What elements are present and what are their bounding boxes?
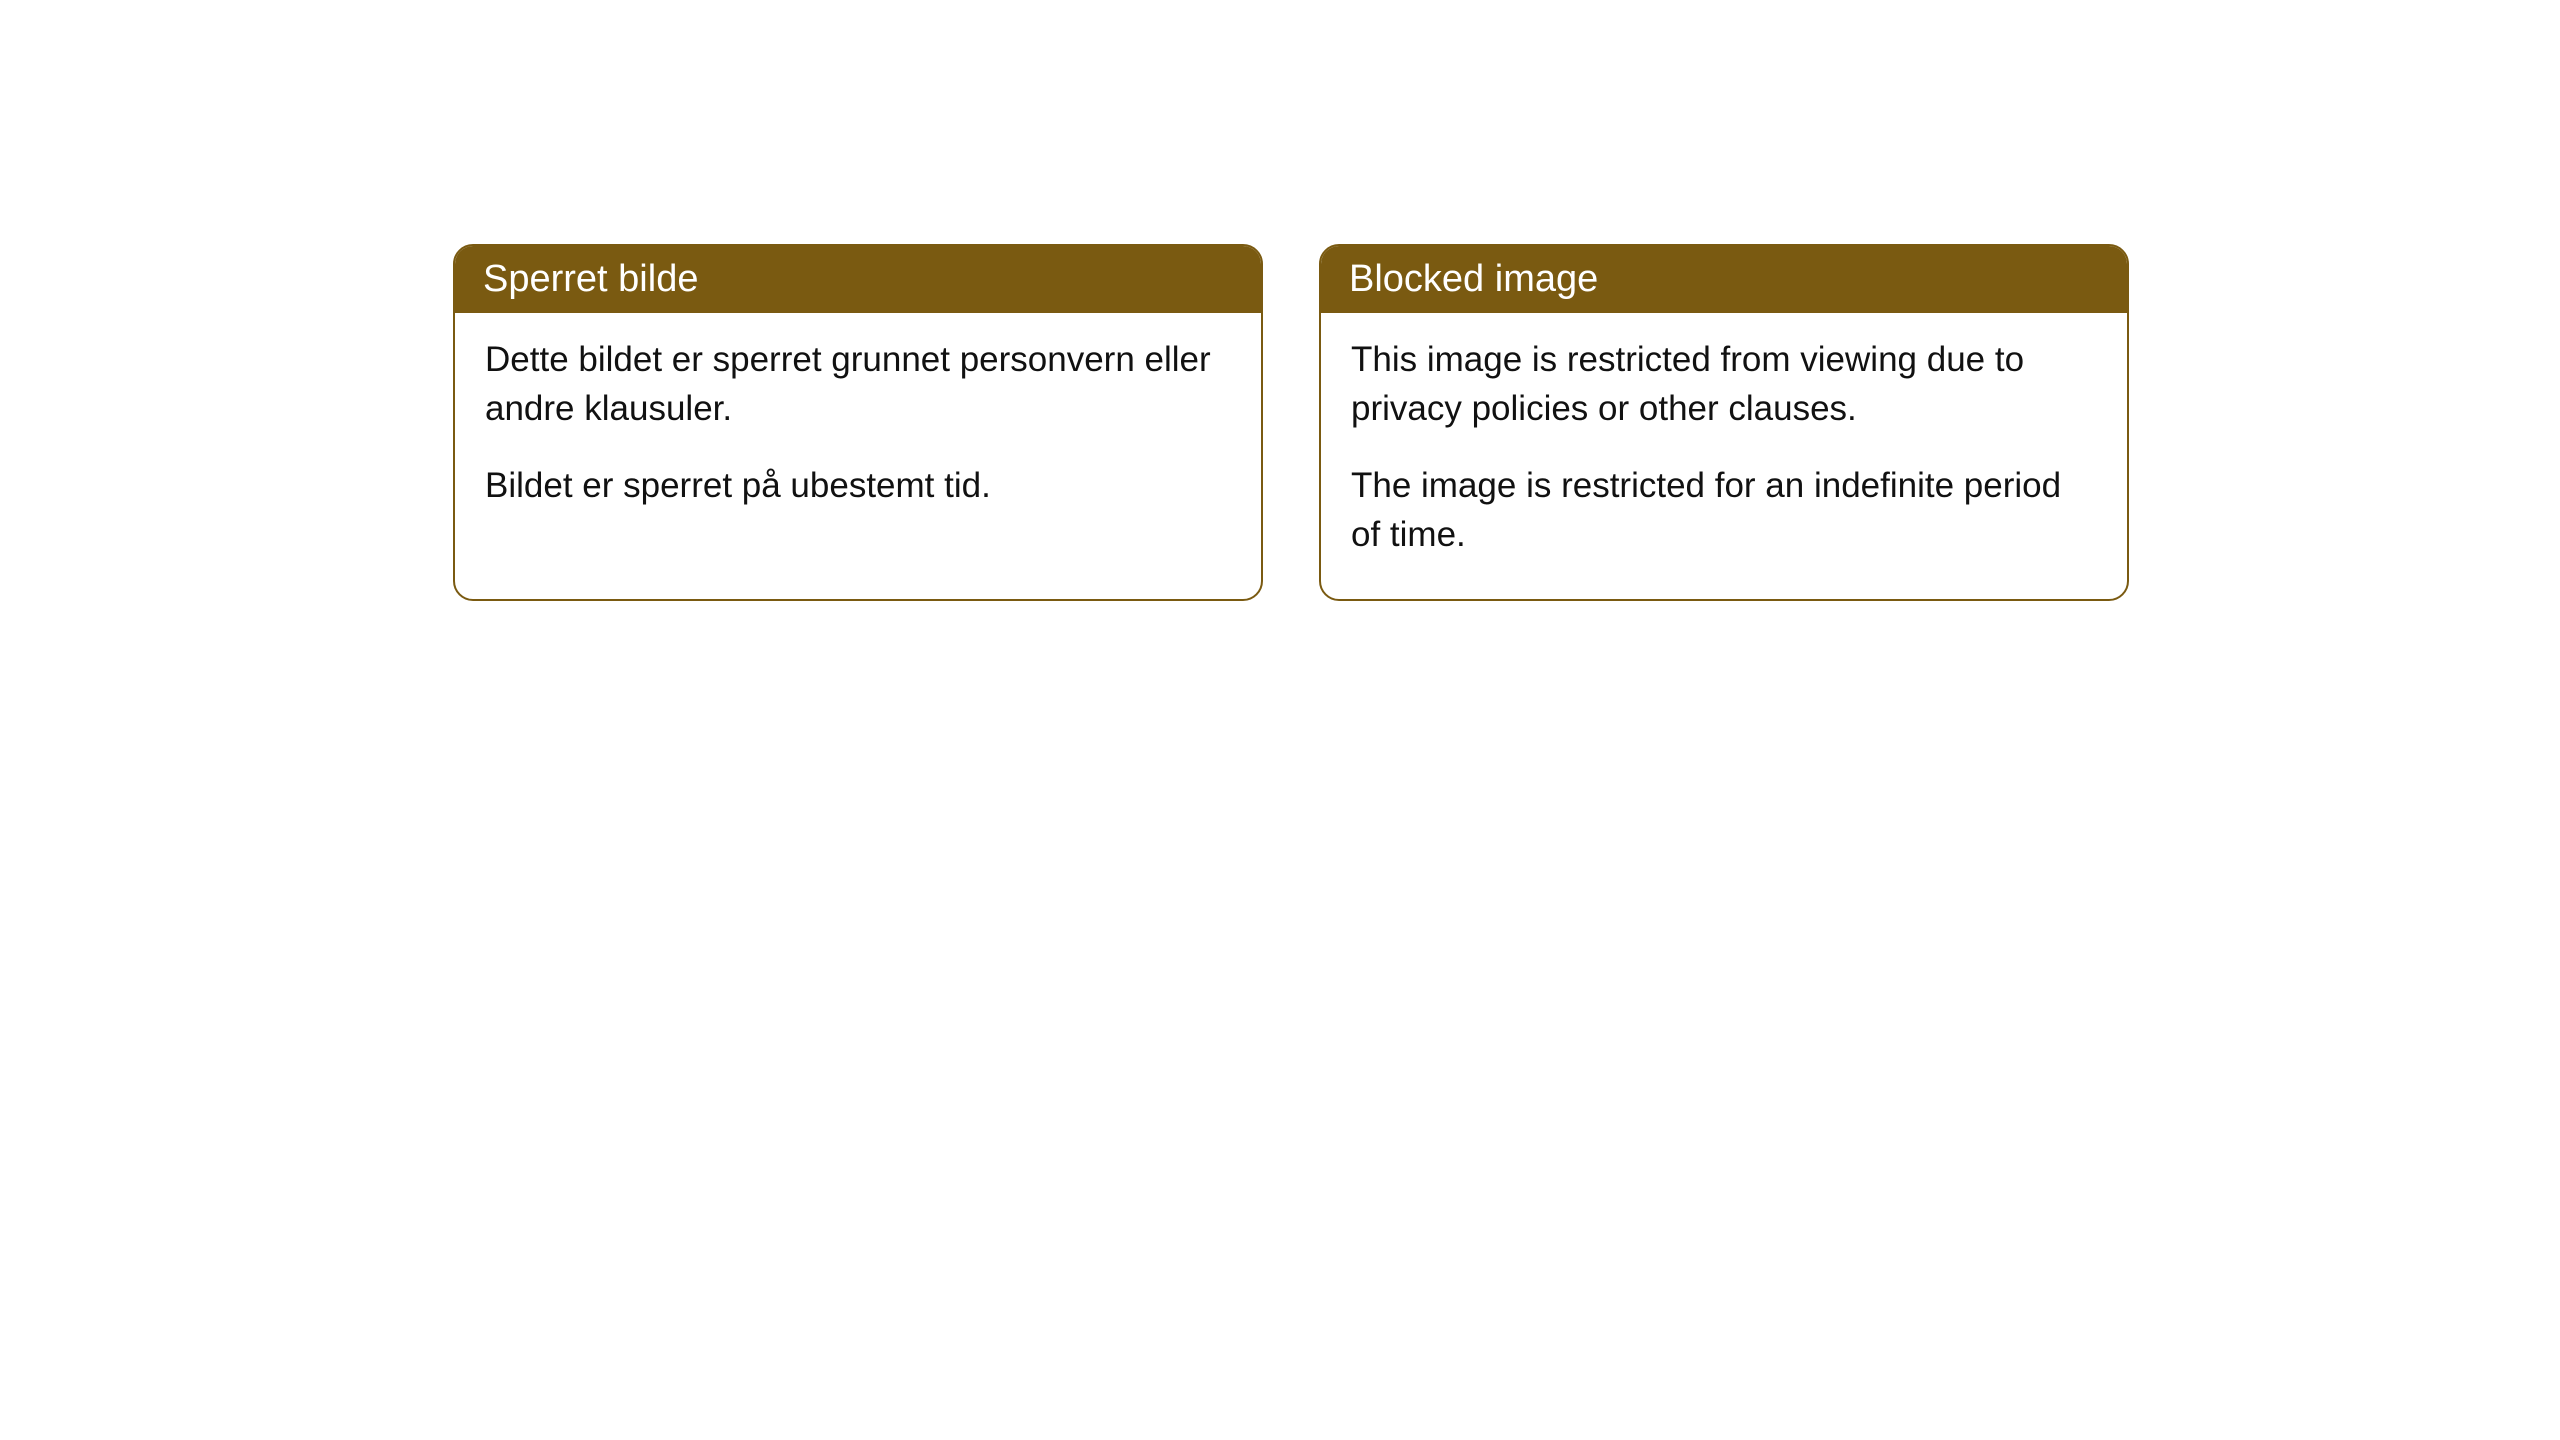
- card-body-norwegian: Dette bildet er sperret grunnet personve…: [455, 313, 1261, 550]
- card-title-norwegian: Sperret bilde: [455, 246, 1261, 313]
- notice-cards-container: Sperret bilde Dette bildet er sperret gr…: [453, 244, 2129, 601]
- card-paragraph-1: This image is restricted from viewing du…: [1351, 335, 2097, 433]
- card-paragraph-1: Dette bildet er sperret grunnet personve…: [485, 335, 1231, 433]
- card-paragraph-2: Bildet er sperret på ubestemt tid.: [485, 461, 1231, 510]
- card-paragraph-2: The image is restricted for an indefinit…: [1351, 461, 2097, 559]
- card-title-english: Blocked image: [1321, 246, 2127, 313]
- blocked-image-card-norwegian: Sperret bilde Dette bildet er sperret gr…: [453, 244, 1263, 601]
- card-body-english: This image is restricted from viewing du…: [1321, 313, 2127, 599]
- blocked-image-card-english: Blocked image This image is restricted f…: [1319, 244, 2129, 601]
